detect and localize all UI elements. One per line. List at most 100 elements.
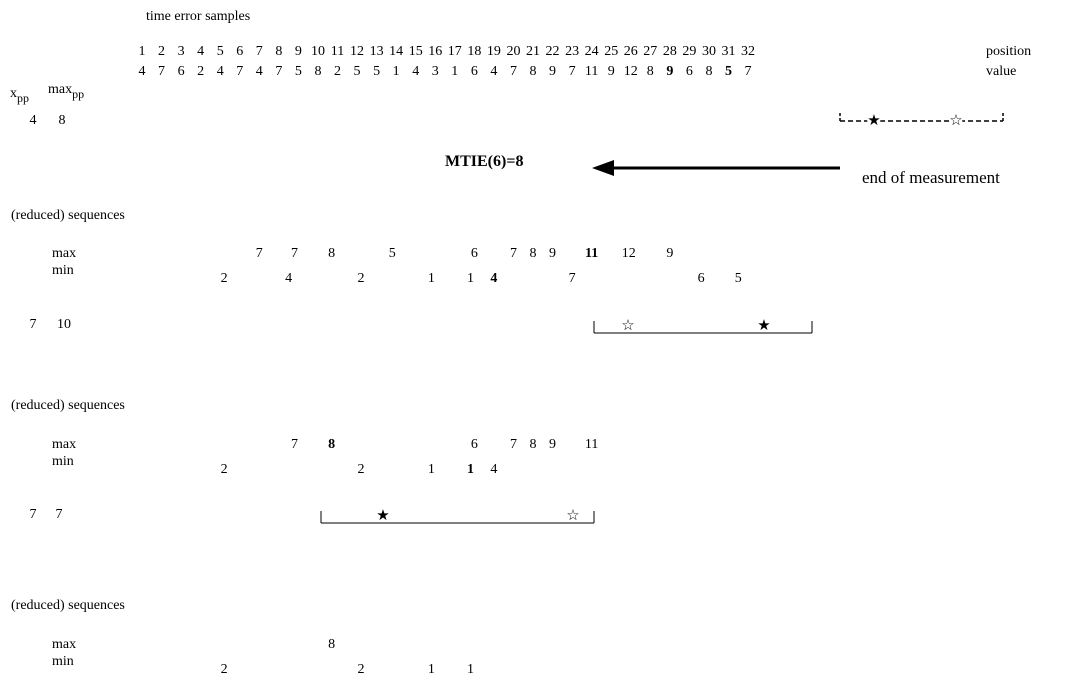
min-value: 2 [357,662,365,677]
min-value: 2 [357,462,365,477]
max-value: 7 [509,437,517,452]
max-value: 8 [529,437,537,452]
position-cell: 25 [604,44,619,59]
window1-bracket [839,113,1004,122]
position-cell: 27 [643,44,658,59]
value-cell: 3 [431,64,439,79]
max-value: 9 [549,246,557,261]
min-value: 1 [466,662,474,677]
position-cell: 16 [428,44,443,59]
position-cell: 1 [138,44,146,59]
min-value: 7 [568,271,576,286]
value-cell: 5 [353,64,361,79]
position-cell: 10 [310,44,325,59]
position-cell: 12 [350,44,365,59]
position-cell: 6 [236,44,244,59]
position-cell: 26 [623,44,638,59]
position-cell: 15 [408,44,423,59]
value-label: value [986,64,1017,79]
mtie-result: MTIE(6)=8 [445,153,524,170]
position-cell: 4 [197,44,205,59]
window1-maxpp: 8 [58,113,66,128]
min-value: 1 [427,462,435,477]
position-cell: 11 [330,44,345,59]
value-cell: 7 [509,64,517,79]
value-cell: 12 [623,64,638,79]
value-cell: 6 [685,64,693,79]
value-cell: 4 [490,64,498,79]
diagram-title: time error samples [146,9,251,24]
min-label-3: min [52,654,74,669]
value-cell: 5 [725,64,732,79]
position-cell: 8 [275,44,283,59]
filled-star-icon: ★ [757,318,771,334]
min-value: 4 [490,462,498,477]
max-value: 7 [255,246,263,261]
max-value: 8 [328,437,336,452]
min-label-2: min [52,454,74,469]
min-value: 1 [466,462,474,477]
block2-maxpp: 7 [55,507,63,522]
value-cell: 8 [705,64,713,79]
filled-star-icon: ★ [867,113,881,129]
position-cell: 31 [721,44,736,59]
min-value: 1 [427,662,435,677]
reduced-sequences-label-1: (reduced) sequences [11,208,125,223]
position-cell: 29 [682,44,697,59]
max-value: 8 [328,637,336,652]
max-label-3: max [52,637,77,652]
block1-xpp: 7 [29,317,37,332]
block2-xpp: 7 [29,507,37,522]
min-value: 2 [357,271,365,286]
min-value: 5 [734,271,742,286]
min-label-1: min [52,263,74,278]
position-cell: 28 [662,44,677,59]
value-cell: 7 [236,64,244,79]
max-value: 7 [290,437,298,452]
position-cell: 20 [506,44,521,59]
xpp-header: xpp [10,86,29,105]
value-cell: 2 [334,64,341,79]
min-value: 2 [220,462,228,477]
min-value: 6 [697,271,705,286]
value-cell: 9 [666,64,674,79]
reduced-sequences-label-3: (reduced) sequences [11,598,125,613]
value-cell: 4 [255,64,263,79]
reduced-sequences-label-2: (reduced) sequences [11,398,125,413]
block1-bracket [593,321,813,334]
position-cell: 23 [565,44,580,59]
value-cell: 7 [744,64,752,79]
value-cell: 4 [138,64,146,79]
min-value: 2 [220,271,228,286]
value-cell: 6 [470,64,478,79]
position-cell: 17 [447,44,462,59]
position-cell: 14 [389,44,404,59]
value-cell: 4 [412,64,420,79]
value-cell: 9 [607,64,615,79]
position-cell: 5 [216,44,224,59]
hollow-star-icon: ☆ [621,318,635,334]
end-of-measurement-label: end of measurement [862,168,1000,187]
min-value: 1 [427,271,435,286]
maxpp-header: maxpp [48,82,85,101]
window1-xpp: 4 [29,113,37,128]
value-cell: 5 [294,64,302,79]
position-cell: 7 [255,44,263,59]
position-cell: 2 [158,44,166,59]
position-cell: 18 [467,44,482,59]
min-value: 2 [220,662,228,677]
value-cell: 4 [216,64,224,79]
max-value: 6 [470,437,478,452]
value-cell: 5 [373,64,381,79]
value-cell: 8 [529,64,537,79]
value-cell: 7 [568,64,576,79]
max-label-1: max [52,246,77,261]
position-cell: 22 [545,44,560,59]
max-value: 9 [666,246,674,261]
value-cell: 8 [314,64,322,79]
min-value: 4 [285,271,293,286]
value-cell: 8 [646,64,654,79]
position-cell: 13 [369,44,384,59]
value-cell: 7 [158,64,166,79]
